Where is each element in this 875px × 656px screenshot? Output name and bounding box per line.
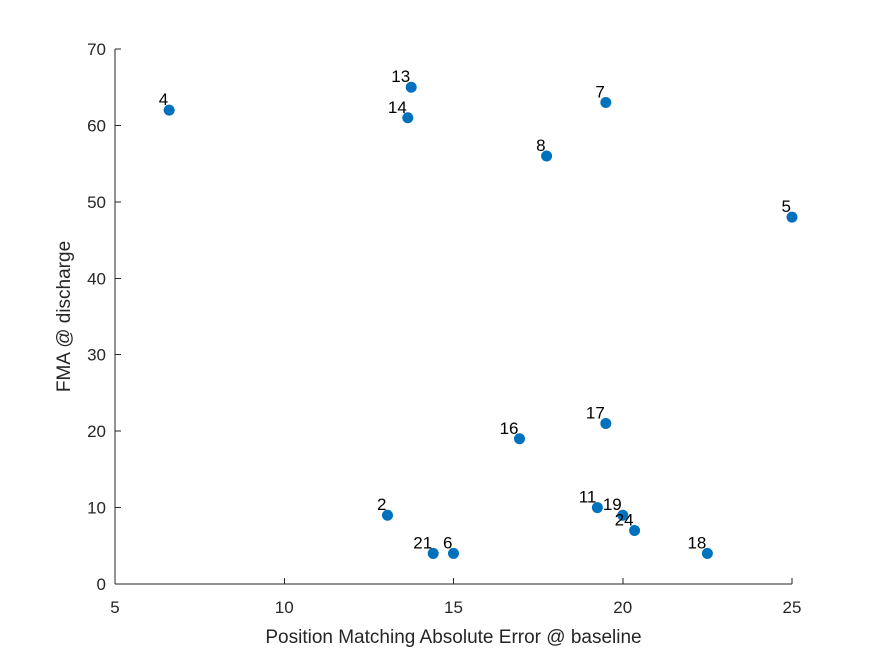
y-tick-label: 30 [87, 346, 106, 365]
y-tick-label: 60 [87, 116, 106, 135]
data-point [402, 112, 414, 124]
y-tick-label: 10 [87, 499, 106, 518]
point-label: 6 [443, 533, 452, 552]
point-label: 18 [687, 533, 706, 552]
data-point [514, 433, 526, 445]
point-label: 16 [500, 419, 519, 438]
point-label: 19 [603, 495, 622, 514]
point-label: 4 [159, 90, 168, 109]
data-point [617, 509, 629, 521]
point-label: 7 [595, 83, 604, 102]
data-point [701, 547, 713, 559]
y-axis-title: FMA @ discharge [54, 241, 75, 392]
data-points [163, 81, 798, 559]
data-point [541, 150, 553, 162]
y-tick-label: 0 [97, 575, 106, 594]
data-point [427, 547, 439, 559]
point-label: 24 [615, 511, 634, 530]
y-tick-label: 20 [87, 422, 106, 441]
x-tick-label: 15 [444, 598, 463, 617]
data-point [600, 97, 612, 108]
point-label: 21 [413, 533, 432, 552]
x-tick-label: 20 [613, 598, 632, 617]
y-tick-label: 40 [87, 269, 106, 288]
point-label: 17 [586, 404, 605, 423]
y-tick-label: 70 [87, 40, 106, 59]
data-point [163, 104, 175, 116]
x-tick-label: 10 [275, 598, 294, 617]
data-point [629, 525, 641, 536]
point-label: 5 [782, 197, 791, 216]
data-point [591, 502, 603, 514]
point-label: 8 [536, 136, 545, 155]
data-point [448, 547, 459, 559]
data-point [600, 418, 612, 429]
y-tick-label: 50 [87, 193, 106, 212]
x-tick-label: 5 [110, 598, 119, 617]
point-label: 11 [579, 488, 597, 507]
x-axis-title: Position Matching Absolute Error @ basel… [265, 627, 641, 648]
data-point [786, 211, 798, 223]
point-label: 14 [388, 98, 407, 117]
data-point [405, 81, 417, 93]
data-point [381, 509, 393, 521]
point-label: 2 [377, 495, 386, 514]
point-label: 13 [391, 67, 410, 86]
x-tick-label: 25 [783, 598, 802, 617]
